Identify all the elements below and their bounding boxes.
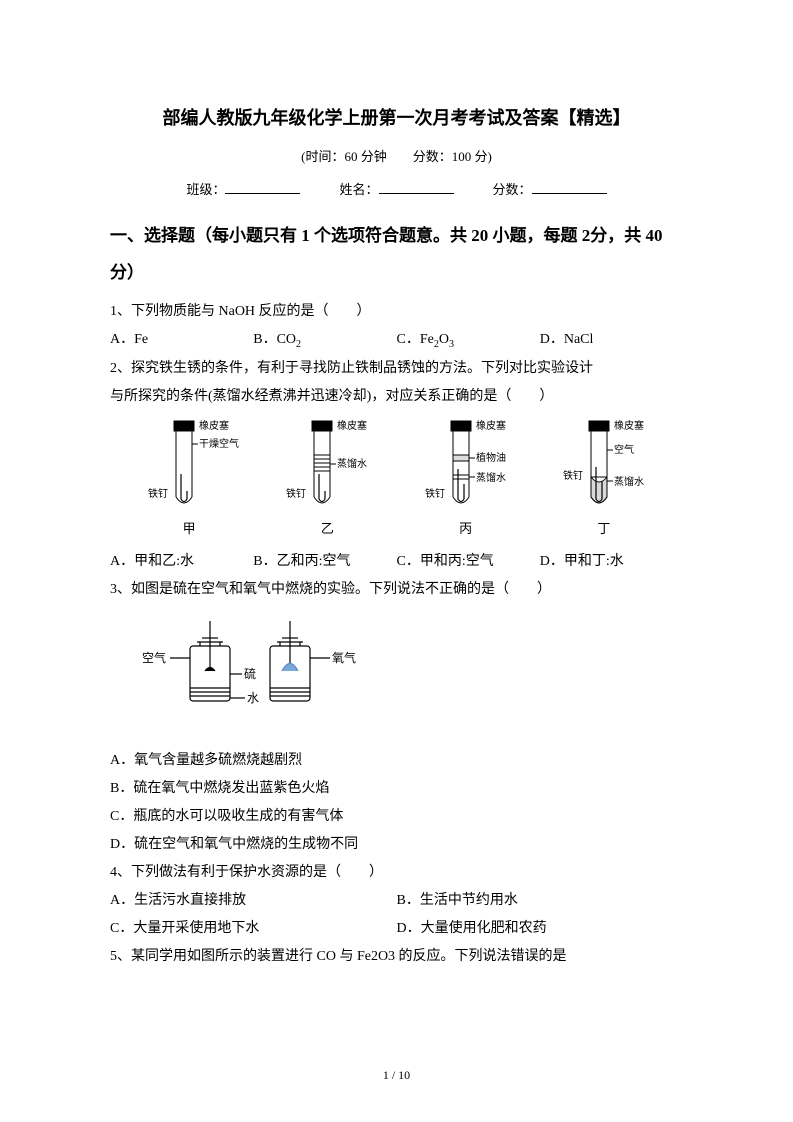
q2-opt-b[interactable]: B．乙和丙:空气 <box>253 548 396 576</box>
q2-line2: 与所探究的条件(蒸馏水经煮沸并迅速冷却)，对应关系正确的是（ ） <box>110 383 683 411</box>
q2-options: A．甲和乙:水 B．乙和丙:空气 C．甲和丙:空气 D．甲和丁:水 <box>110 548 683 576</box>
svg-text:空气: 空气 <box>614 443 634 456</box>
q3-opt-d[interactable]: D．硫在空气和氧气中燃烧的生成物不同 <box>110 831 683 859</box>
section-1-heading: 一、选择题（每小题只有 1 个选项符合题意。共 20 小题，每题 2分，共 40… <box>110 217 683 292</box>
tube-yi-label: 乙 <box>321 516 334 542</box>
svg-text:植物油: 植物油 <box>476 451 506 464</box>
q4-opt-c[interactable]: C．大量开采使用地下水 <box>110 915 397 943</box>
q1-opt-b[interactable]: B．CO2 <box>253 326 396 355</box>
q4-options-2: C．大量开采使用地下水 D．大量使用化肥和农药 <box>110 915 683 943</box>
q2-opt-a[interactable]: A．甲和乙:水 <box>110 548 253 576</box>
q3-opt-a[interactable]: A．氧气含量越多硫燃烧越剧烈 <box>110 747 683 775</box>
student-info: 班级： 姓名： 分数： <box>110 176 683 203</box>
q2-opt-c[interactable]: C．甲和丙:空气 <box>397 548 540 576</box>
svg-text:铁钉: 铁钉 <box>425 487 445 500</box>
q3-svg: 空气 氧气 硫 水 <box>130 616 360 726</box>
q4-options-1: A．生活污水直接排放 B．生活中节约用水 <box>110 887 683 915</box>
q1-options: A．Fe B．CO2 C．Fe2O3 D．NaCl <box>110 326 683 355</box>
q5-stem: 5、某同学用如图所示的装置进行 CO 与 Fe2O3 的反应。下列说法错误的是 <box>110 943 683 971</box>
svg-text:蒸馏水: 蒸馏水 <box>476 471 506 484</box>
svg-text:水: 水 <box>247 691 259 705</box>
svg-text:橡皮塞: 橡皮塞 <box>476 419 506 432</box>
tube-yi-svg: 橡皮塞 蒸馏水 铁钉 <box>272 419 382 514</box>
q4-opt-b[interactable]: B．生活中节约用水 <box>397 887 684 915</box>
svg-text:橡皮塞: 橡皮塞 <box>614 419 644 432</box>
tube-bing-label: 丙 <box>459 516 472 542</box>
svg-text:氧气: 氧气 <box>332 650 356 665</box>
svg-text:空气: 空气 <box>142 650 166 665</box>
q2-diagram: 橡皮塞 干燥空气 铁钉 甲 橡皮塞 蒸馏水 铁钉 <box>110 419 683 542</box>
svg-text:橡皮塞: 橡皮塞 <box>199 419 229 432</box>
q3-diagram: 空气 氧气 硫 水 <box>130 616 683 737</box>
tube-bing-svg: 橡皮塞 植物油 蒸馏水 铁钉 <box>411 419 521 514</box>
q2-line1: 2、探究铁生锈的条件，有利于寻找防止铁制品锈蚀的方法。下列对比实验设计 <box>110 355 683 383</box>
q1-opt-d[interactable]: D．NaCl <box>540 326 683 355</box>
q4-stem: 4、下列做法有利于保护水资源的是（ ） <box>110 859 683 887</box>
svg-text:铁钉: 铁钉 <box>286 487 306 500</box>
name-blank[interactable] <box>379 176 454 194</box>
class-blank[interactable] <box>225 176 300 194</box>
q2-opt-d[interactable]: D．甲和丁:水 <box>540 548 683 576</box>
tube-bing: 橡皮塞 植物油 蒸馏水 铁钉 丙 <box>411 419 521 542</box>
tube-jia: 橡皮塞 干燥空气 铁钉 甲 <box>134 419 244 542</box>
svg-text:蒸馏水: 蒸馏水 <box>337 457 367 470</box>
score-blank[interactable] <box>532 176 607 194</box>
svg-text:干燥空气: 干燥空气 <box>199 437 239 450</box>
tube-yi: 橡皮塞 蒸馏水 铁钉 乙 <box>272 419 382 542</box>
page-number: 1 / 10 <box>0 1063 793 1087</box>
tube-ding-svg: 橡皮塞 空气 蒸馏水 铁钉 <box>549 419 659 514</box>
page-title: 部编人教版九年级化学上册第一次月考考试及答案【精选】 <box>110 100 683 136</box>
tube-ding: 橡皮塞 空气 蒸馏水 铁钉 丁 <box>549 419 659 542</box>
score-field-label: 分数： <box>493 182 532 197</box>
name-label: 姓名： <box>339 182 378 197</box>
q3-opt-b[interactable]: B．硫在氧气中燃烧发出蓝紫色火焰 <box>110 775 683 803</box>
tube-jia-svg: 橡皮塞 干燥空气 铁钉 <box>134 419 244 514</box>
svg-text:铁钉: 铁钉 <box>563 469 583 482</box>
q3-stem: 3、如图是硫在空气和氧气中燃烧的实验。下列说法不正确的是（ ） <box>110 576 683 604</box>
svg-text:硫: 硫 <box>244 666 256 681</box>
class-label: 班级： <box>186 182 225 197</box>
svg-text:铁钉: 铁钉 <box>148 487 168 500</box>
q4-opt-d[interactable]: D．大量使用化肥和农药 <box>397 915 684 943</box>
svg-text:蒸馏水: 蒸馏水 <box>614 475 644 488</box>
q1-stem: 1、下列物质能与 NaOH 反应的是（ ） <box>110 298 683 326</box>
exam-meta: (时间：60 分钟 分数：100 分) <box>110 144 683 170</box>
q3-opt-c[interactable]: C．瓶底的水可以吸收生成的有害气体 <box>110 803 683 831</box>
tube-jia-label: 甲 <box>183 516 196 542</box>
q1-opt-c[interactable]: C．Fe2O3 <box>397 326 540 355</box>
score-label: 分数：100 分) <box>413 149 492 164</box>
time-label: (时间：60 分钟 <box>301 149 387 164</box>
q1-opt-a[interactable]: A．Fe <box>110 326 253 355</box>
q4-opt-a[interactable]: A．生活污水直接排放 <box>110 887 397 915</box>
svg-text:橡皮塞: 橡皮塞 <box>337 419 367 432</box>
tube-ding-label: 丁 <box>597 516 610 542</box>
